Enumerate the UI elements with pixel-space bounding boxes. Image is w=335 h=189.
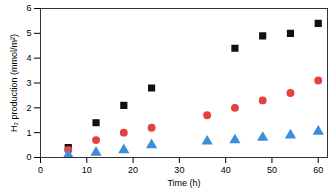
svg-text:10: 10 bbox=[82, 165, 92, 175]
svg-text:30: 30 bbox=[174, 165, 184, 175]
svg-text:0: 0 bbox=[26, 152, 31, 162]
svg-text:Time (h): Time (h) bbox=[167, 178, 200, 188]
svg-text:4: 4 bbox=[26, 53, 31, 63]
svg-text:2: 2 bbox=[26, 103, 31, 113]
svg-text:H₂ production (mmol/m²): H₂ production (mmol/m²) bbox=[9, 34, 19, 132]
svg-text:1: 1 bbox=[26, 128, 31, 138]
svg-text:0: 0 bbox=[38, 165, 43, 175]
svg-text:3: 3 bbox=[26, 78, 31, 88]
svg-text:50: 50 bbox=[267, 165, 277, 175]
svg-text:6: 6 bbox=[26, 3, 31, 13]
svg-text:20: 20 bbox=[128, 165, 138, 175]
svg-text:60: 60 bbox=[313, 165, 323, 175]
svg-text:40: 40 bbox=[221, 165, 231, 175]
svg-text:5: 5 bbox=[26, 28, 31, 38]
